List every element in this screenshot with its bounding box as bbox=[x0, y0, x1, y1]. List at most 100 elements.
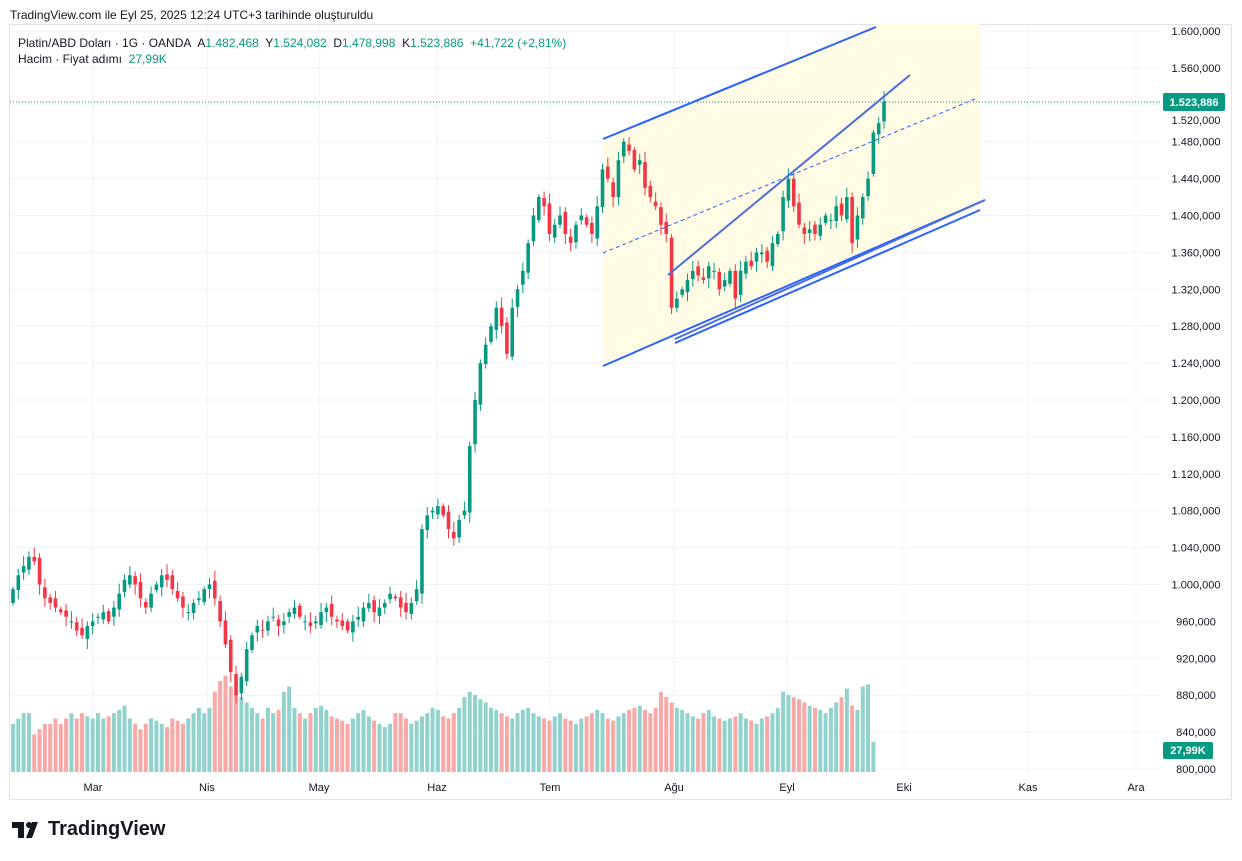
volume-bar bbox=[627, 709, 632, 772]
trend-support-line[interactable] bbox=[674, 209, 981, 344]
candle bbox=[43, 578, 47, 607]
candle-body bbox=[398, 597, 403, 608]
wedge-upper-line[interactable] bbox=[667, 74, 911, 276]
candle-body bbox=[568, 236, 573, 244]
candle-body bbox=[271, 616, 276, 618]
candle-body bbox=[823, 215, 828, 223]
candle-body bbox=[855, 215, 860, 240]
candle-body bbox=[547, 203, 552, 234]
candle-body bbox=[260, 629, 265, 631]
candle bbox=[483, 337, 488, 369]
candle bbox=[85, 621, 90, 650]
candle-body bbox=[452, 531, 456, 539]
y-tick-label: 1.520,000 bbox=[1172, 115, 1221, 127]
candle-body bbox=[356, 616, 361, 620]
candle-body bbox=[181, 596, 185, 608]
candle-body bbox=[797, 202, 801, 225]
candle-body bbox=[521, 270, 525, 285]
volume-bar bbox=[749, 720, 754, 772]
candle bbox=[430, 507, 435, 520]
candle bbox=[340, 613, 345, 631]
chart-caption: TradingView.com ile Eyl 25, 2025 12:24 U… bbox=[10, 8, 374, 22]
tradingview-logo[interactable]: TradingView bbox=[12, 818, 165, 841]
volume-bar bbox=[696, 718, 701, 772]
volume-bar bbox=[117, 709, 122, 772]
volume-bar bbox=[850, 705, 855, 772]
candle bbox=[271, 607, 276, 622]
volume-bar bbox=[234, 691, 239, 772]
symbol-info[interactable]: Platin/ABD Doları · 1G · OANDA bbox=[18, 36, 192, 50]
close-value: 1.523,886 bbox=[410, 36, 464, 50]
candle-body bbox=[446, 511, 451, 530]
candle-body bbox=[542, 197, 546, 207]
candle-body bbox=[478, 363, 483, 405]
candle bbox=[213, 570, 217, 606]
x-tick-label: Eyl bbox=[779, 782, 794, 794]
volume-bar bbox=[372, 720, 377, 772]
candle-body bbox=[282, 621, 286, 626]
volume-bar bbox=[473, 694, 478, 772]
volume-bar bbox=[828, 707, 833, 772]
candle-body bbox=[11, 589, 15, 603]
candle-body bbox=[313, 621, 318, 624]
candle bbox=[308, 612, 313, 634]
candle-body bbox=[494, 307, 499, 330]
candle-body bbox=[643, 161, 647, 188]
channel-upper-line[interactable] bbox=[602, 26, 877, 140]
candle bbox=[770, 235, 775, 271]
candle-body bbox=[845, 197, 849, 220]
candle-body bbox=[813, 224, 817, 234]
volume-bar bbox=[196, 707, 201, 772]
volume-bar bbox=[536, 716, 541, 772]
volume-bar bbox=[154, 720, 159, 772]
candle-body bbox=[266, 621, 270, 631]
candle bbox=[648, 180, 653, 203]
candle bbox=[579, 208, 584, 225]
volume-bar bbox=[297, 713, 302, 772]
candle-body bbox=[420, 529, 424, 594]
candle bbox=[637, 153, 642, 174]
candle bbox=[521, 262, 525, 293]
candle-body bbox=[191, 602, 196, 614]
candle bbox=[74, 616, 79, 637]
candle-body bbox=[372, 600, 376, 613]
volume-bar bbox=[823, 713, 828, 772]
volume-bar bbox=[361, 709, 366, 772]
volume-bar bbox=[308, 713, 313, 772]
volume-bar bbox=[313, 707, 318, 772]
volume-bar bbox=[834, 702, 839, 772]
volume-bar bbox=[329, 716, 334, 772]
volume-bar bbox=[345, 723, 350, 772]
candle bbox=[473, 391, 477, 453]
volume-bar bbox=[202, 713, 207, 772]
candle-body bbox=[834, 206, 839, 222]
x-tick-label: Eki bbox=[896, 782, 911, 794]
candle bbox=[159, 568, 164, 597]
volume-bar bbox=[637, 705, 642, 772]
candle bbox=[733, 264, 738, 308]
volume-bar bbox=[260, 718, 265, 772]
candle bbox=[738, 260, 743, 303]
chart-legend: Platin/ABD Doları · 1G · OANDA A1.482,46… bbox=[18, 35, 566, 67]
volume-bar bbox=[48, 723, 53, 772]
x-tick-label: May bbox=[309, 782, 330, 794]
volume-bar bbox=[398, 713, 403, 772]
candle bbox=[606, 157, 610, 183]
low-value: 1.478,998 bbox=[342, 36, 396, 50]
volume-bar bbox=[499, 713, 504, 772]
volume-bar bbox=[319, 705, 324, 772]
chart-frame[interactable] bbox=[9, 24, 1232, 800]
wedge-lower-line[interactable] bbox=[674, 199, 986, 340]
volume-bar bbox=[255, 713, 260, 772]
volume-bar bbox=[249, 707, 254, 772]
y-tick-label: 1.160,000 bbox=[1172, 432, 1221, 444]
volume-bar bbox=[186, 718, 191, 772]
volume-bar bbox=[791, 697, 796, 772]
candle-body bbox=[467, 446, 472, 513]
candle bbox=[133, 571, 137, 595]
volume-label[interactable]: Hacim · Fiyat adımı bbox=[18, 52, 123, 66]
candle-body bbox=[287, 612, 291, 617]
candle bbox=[90, 613, 95, 635]
candle-body bbox=[58, 609, 63, 613]
